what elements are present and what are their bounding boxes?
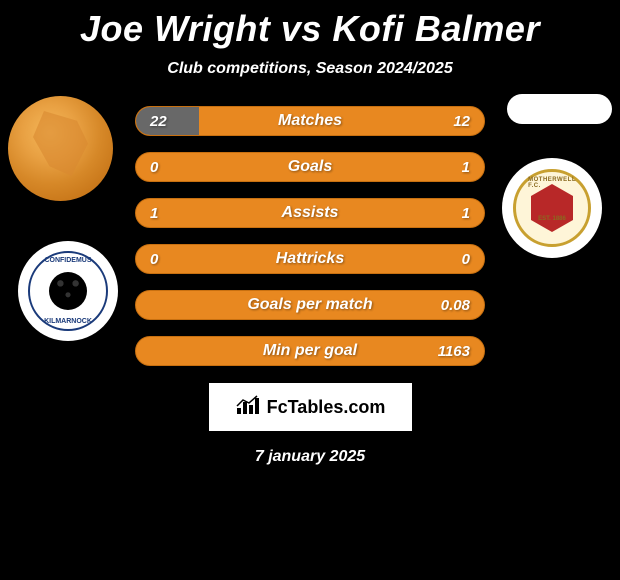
stat-bar: 22 Matches 12: [135, 106, 485, 136]
stat-bar: 0 Hattricks 0: [135, 244, 485, 274]
stat-bar: Min per goal 1163: [135, 336, 485, 366]
brand-text: FcTables.com: [267, 397, 386, 418]
stat-label: Goals: [288, 158, 332, 176]
stat-fill-left: [136, 107, 199, 135]
page-title: Joe Wright vs Kofi Balmer: [0, 0, 620, 50]
team-right-badge: MOTHERWELL F.C.: [502, 158, 602, 258]
team-left-crest: CONFIDEMUS KILMARNOCK: [28, 251, 108, 331]
stat-value-left: 0: [150, 159, 158, 176]
content-area: CONFIDEMUS KILMARNOCK MOTHERWELL F.C. 22…: [0, 106, 620, 466]
team-left-motto-bottom: KILMARNOCK: [44, 318, 92, 325]
team-left-badge: CONFIDEMUS KILMARNOCK: [18, 241, 118, 341]
stat-label: Hattricks: [276, 250, 344, 268]
stat-value-left: 22: [150, 113, 167, 130]
team-right-crest: MOTHERWELL F.C.: [513, 169, 591, 247]
stat-value-left: 1: [150, 205, 158, 222]
stat-value-right: 1: [462, 159, 470, 176]
subtitle: Club competitions, Season 2024/2025: [0, 60, 620, 78]
stat-bar: 0 Goals 1: [135, 152, 485, 182]
team-left-motto-top: CONFIDEMUS: [44, 257, 91, 264]
stat-label: Assists: [282, 204, 339, 222]
date-text: 7 january 2025: [0, 448, 620, 466]
stat-label: Min per goal: [263, 342, 357, 360]
team-right-text-top: MOTHERWELL F.C.: [528, 177, 576, 189]
stat-label: Matches: [278, 112, 342, 130]
player-right-avatar: [507, 94, 612, 124]
stat-value-left: 0: [150, 251, 158, 268]
brand-badge[interactable]: FcTables.com: [208, 382, 413, 432]
player-left-avatar: [8, 96, 113, 201]
brand-chart-icon: [235, 394, 261, 421]
stat-value-right: 1163: [438, 343, 470, 360]
stat-value-right: 0.08: [441, 297, 470, 314]
stat-bar: 1 Assists 1: [135, 198, 485, 228]
stat-value-right: 0: [462, 251, 470, 268]
stat-bar: Goals per match 0.08: [135, 290, 485, 320]
stat-value-right: 1: [462, 205, 470, 222]
stats-container: 22 Matches 12 0 Goals 1 1 Assists 1 0 Hattricks 0 Go…: [135, 106, 485, 366]
stat-label: Goals per match: [247, 296, 372, 314]
stat-value-right: 12: [453, 113, 470, 130]
